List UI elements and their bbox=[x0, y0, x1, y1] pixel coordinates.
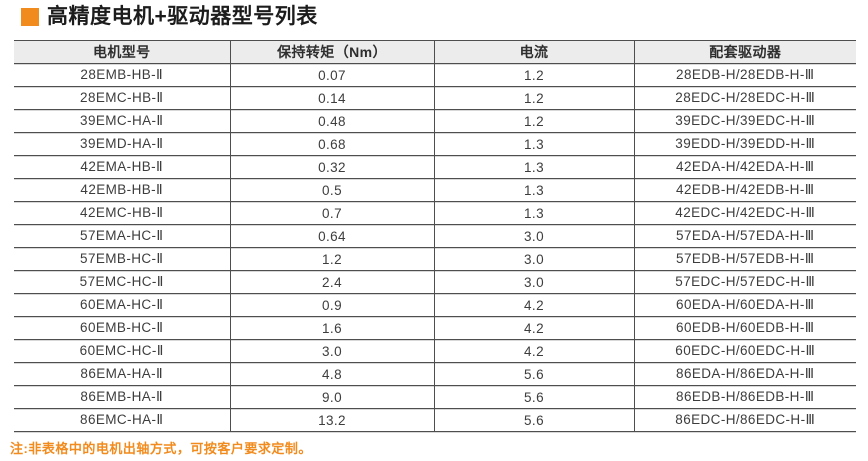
table-cell: 4.2 bbox=[433, 316, 634, 340]
table-cell: 42EMC-HB-Ⅱ bbox=[14, 201, 230, 225]
table-cell: 3.0 bbox=[433, 224, 634, 248]
header-matching-driver: 配套驱动器 bbox=[633, 40, 856, 64]
table-cell: 1.3 bbox=[433, 201, 634, 225]
table-cell: 60EMC-HC-Ⅱ bbox=[14, 339, 230, 363]
table-cell: 0.68 bbox=[229, 132, 434, 156]
table-cell: 1.3 bbox=[433, 132, 634, 156]
table-cell: 42EDA-H/42EDA-H-Ⅲ bbox=[633, 155, 856, 179]
table-row: 57EMC-HC-Ⅱ 2.4 3.0 57EDC-H/57EDC-H-Ⅲ bbox=[14, 270, 856, 294]
table-row: 86EMB-HA-Ⅱ 9.0 5.6 86EDB-H/86EDB-H-Ⅲ bbox=[14, 385, 856, 409]
table-cell: 4.2 bbox=[433, 293, 634, 317]
table-cell: 3.0 bbox=[433, 270, 634, 294]
table-cell: 0.7 bbox=[229, 201, 434, 225]
table-cell: 60EDA-H/60EDA-H-Ⅲ bbox=[633, 293, 856, 317]
table-cell: 86EDA-H/86EDA-H-Ⅲ bbox=[633, 362, 856, 386]
table-cell: 1.3 bbox=[433, 178, 634, 202]
table-cell: 2.4 bbox=[229, 270, 434, 294]
table-cell: 86EDC-H/86EDC-H-Ⅲ bbox=[633, 408, 856, 432]
table-cell: 57EDC-H/57EDC-H-Ⅲ bbox=[633, 270, 856, 294]
table-cell: 0.9 bbox=[229, 293, 434, 317]
table-cell: 5.6 bbox=[433, 385, 634, 409]
table-cell: 1.3 bbox=[433, 155, 634, 179]
table-cell: 4.8 bbox=[229, 362, 434, 386]
table-cell: 86EMA-HA-Ⅱ bbox=[14, 362, 230, 386]
motor-driver-spec-table: 电机型号 保持转矩（Nm） 电流 配套驱动器 28EMB-HB-Ⅱ 0.07 1.2… bbox=[14, 40, 856, 432]
table-cell: 42EDC-H/42EDC-H-Ⅲ bbox=[633, 201, 856, 225]
table-cell: 86EDB-H/86EDB-H-Ⅲ bbox=[633, 385, 856, 409]
table-row: 86EMC-HA-Ⅱ 13.2 5.6 86EDC-H/86EDC-H-Ⅲ bbox=[14, 408, 856, 432]
section-title-row: 高精度电机+驱动器型号列表 bbox=[21, 6, 318, 27]
table-cell: 57EMB-HC-Ⅱ bbox=[14, 247, 230, 271]
table-cell: 28EDC-H/28EDC-H-Ⅲ bbox=[633, 86, 856, 110]
table-cell: 57EMC-HC-Ⅱ bbox=[14, 270, 230, 294]
table-cell: 60EMA-HC-Ⅱ bbox=[14, 293, 230, 317]
table-cell: 0.48 bbox=[229, 109, 434, 133]
header-current: 电流 bbox=[433, 40, 634, 64]
table-cell: 39EDC-H/39EDC-H-Ⅲ bbox=[633, 109, 856, 133]
table-row: 42EMA-HB-Ⅱ 0.32 1.3 42EDA-H/42EDA-H-Ⅲ bbox=[14, 155, 856, 179]
header-motor-model: 电机型号 bbox=[14, 40, 230, 64]
table-row: 39EMD-HA-Ⅱ 0.68 1.3 39EDD-H/39EDD-H-Ⅲ bbox=[14, 132, 856, 156]
table-cell: 13.2 bbox=[229, 408, 434, 432]
table-cell: 42EDB-H/42EDB-H-Ⅲ bbox=[633, 178, 856, 202]
table-row: 57EMA-HC-Ⅱ 0.64 3.0 57EDA-H/57EDA-H-Ⅲ bbox=[14, 224, 856, 248]
table-cell: 28EMC-HB-Ⅱ bbox=[14, 86, 230, 110]
table-cell: 60EDB-H/60EDB-H-Ⅲ bbox=[633, 316, 856, 340]
table-cell: 0.07 bbox=[229, 63, 434, 87]
table-cell: 0.5 bbox=[229, 178, 434, 202]
table-cell: 60EDC-H/60EDC-H-Ⅲ bbox=[633, 339, 856, 363]
table-cell: 28EMB-HB-Ⅱ bbox=[14, 63, 230, 87]
table-cell: 0.64 bbox=[229, 224, 434, 248]
table-row: 42EMB-HB-Ⅱ 0.5 1.3 42EDB-H/42EDB-H-Ⅲ bbox=[14, 178, 856, 202]
table-cell: 1.2 bbox=[433, 86, 634, 110]
table-cell: 3.0 bbox=[433, 247, 634, 271]
table-cell: 57EDA-H/57EDA-H-Ⅲ bbox=[633, 224, 856, 248]
table-cell: 57EMA-HC-Ⅱ bbox=[14, 224, 230, 248]
table-cell: 0.14 bbox=[229, 86, 434, 110]
orange-square-bullet-icon bbox=[21, 7, 39, 26]
table-row: 28EMC-HB-Ⅱ 0.14 1.2 28EDC-H/28EDC-H-Ⅲ bbox=[14, 86, 856, 110]
table-row: 86EMA-HA-Ⅱ 4.8 5.6 86EDA-H/86EDA-H-Ⅲ bbox=[14, 362, 856, 386]
table-cell: 42EMA-HB-Ⅱ bbox=[14, 155, 230, 179]
table-cell: 86EMB-HA-Ⅱ bbox=[14, 385, 230, 409]
table-row: 28EMB-HB-Ⅱ 0.07 1.2 28EDB-H/28EDB-H-Ⅲ bbox=[14, 63, 856, 87]
table-cell: 1.2 bbox=[433, 109, 634, 133]
table-row: 39EMC-HA-Ⅱ 0.48 1.2 39EDC-H/39EDC-H-Ⅲ bbox=[14, 109, 856, 133]
table-cell: 1.6 bbox=[229, 316, 434, 340]
table-cell: 42EMB-HB-Ⅱ bbox=[14, 178, 230, 202]
header-holding-torque: 保持转矩（Nm） bbox=[229, 40, 434, 64]
page-title: 高精度电机+驱动器型号列表 bbox=[47, 5, 318, 28]
table-cell: 60EMB-HC-Ⅱ bbox=[14, 316, 230, 340]
table-row: 60EMB-HC-Ⅱ 1.6 4.2 60EDB-H/60EDB-H-Ⅲ bbox=[14, 316, 856, 340]
table-row: 42EMC-HB-Ⅱ 0.7 1.3 42EDC-H/42EDC-H-Ⅲ bbox=[14, 201, 856, 225]
table-cell: 39EDD-H/39EDD-H-Ⅲ bbox=[633, 132, 856, 156]
table-cell: 39EMC-HA-Ⅱ bbox=[14, 109, 230, 133]
table-cell: 9.0 bbox=[229, 385, 434, 409]
table-header: 电机型号 保持转矩（Nm） 电流 配套驱动器 bbox=[14, 40, 856, 64]
table-cell: 1.2 bbox=[229, 247, 434, 271]
table-cell: 39EMD-HA-Ⅱ bbox=[14, 132, 230, 156]
table-cell: 86EMC-HA-Ⅱ bbox=[14, 408, 230, 432]
table-row: 60EMA-HC-Ⅱ 0.9 4.2 60EDA-H/60EDA-H-Ⅲ bbox=[14, 293, 856, 317]
footnote: 注:非表格中的电机出轴方式，可按客户要求定制。 bbox=[10, 441, 312, 456]
table-header-row: 电机型号 保持转矩（Nm） 电流 配套驱动器 bbox=[14, 40, 856, 64]
table-cell: 0.32 bbox=[229, 155, 434, 179]
table-cell: 5.6 bbox=[433, 408, 634, 432]
table-body: 28EMB-HB-Ⅱ 0.07 1.2 28EDB-H/28EDB-H-Ⅲ 28EMC-… bbox=[14, 63, 856, 432]
table-cell: 3.0 bbox=[229, 339, 434, 363]
table-cell: 1.2 bbox=[433, 63, 634, 87]
table-row: 57EMB-HC-Ⅱ 1.2 3.0 57EDB-H/57EDB-H-Ⅲ bbox=[14, 247, 856, 271]
table-cell: 5.6 bbox=[433, 362, 634, 386]
table-cell: 4.2 bbox=[433, 339, 634, 363]
table-cell: 57EDB-H/57EDB-H-Ⅲ bbox=[633, 247, 856, 271]
table-row: 60EMC-HC-Ⅱ 3.0 4.2 60EDC-H/60EDC-H-Ⅲ bbox=[14, 339, 856, 363]
table-cell: 28EDB-H/28EDB-H-Ⅲ bbox=[633, 63, 856, 87]
